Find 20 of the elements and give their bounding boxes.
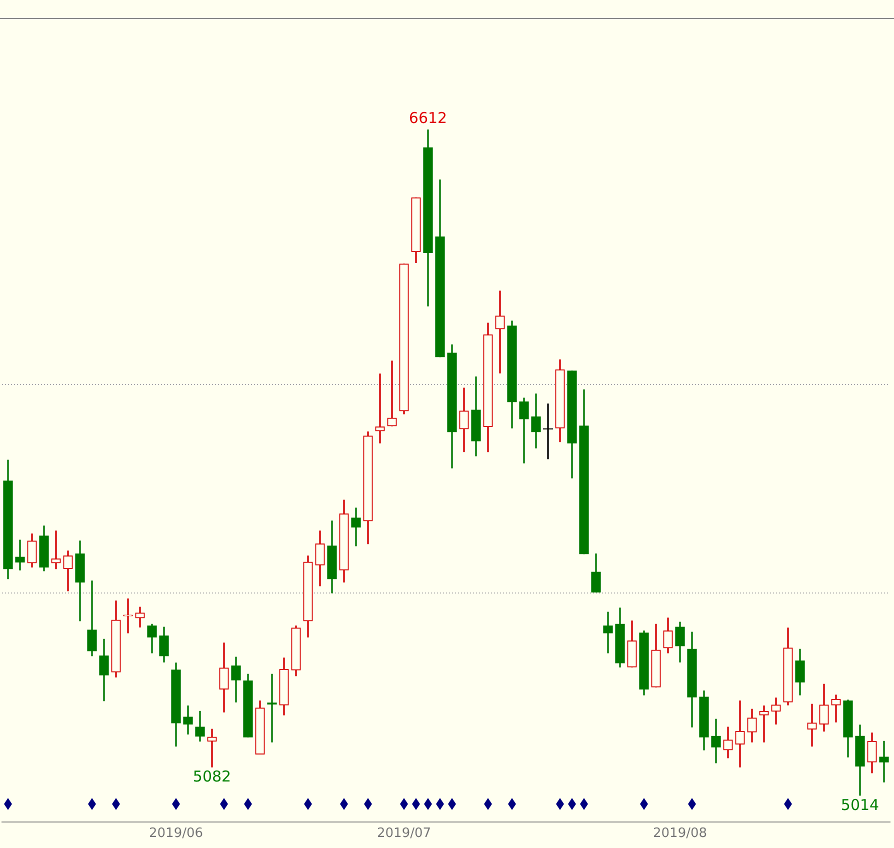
- candlestick: [831, 694, 841, 722]
- candlestick: [603, 612, 613, 654]
- candlestick: [375, 374, 385, 444]
- candlestick: [759, 706, 769, 742]
- candlestick: [807, 704, 817, 747]
- candlestick: [207, 728, 217, 768]
- candlestick: [387, 360, 397, 426]
- candlestick: [123, 598, 133, 634]
- annotation: 5014: [840, 796, 880, 814]
- x-tick-label: 2019/06: [148, 826, 204, 842]
- candlestick: [51, 530, 61, 570]
- candlestick: [267, 674, 277, 742]
- x-tick-label: 2019/08: [652, 826, 708, 842]
- x-tick-label: 2019/07: [376, 826, 432, 842]
- candlestick: [879, 740, 889, 782]
- annotation: 5082: [192, 767, 232, 786]
- candlestick: [15, 540, 25, 570]
- candlestick: [495, 290, 505, 374]
- candlestick: [735, 700, 745, 768]
- annotation: 6612: [408, 109, 448, 128]
